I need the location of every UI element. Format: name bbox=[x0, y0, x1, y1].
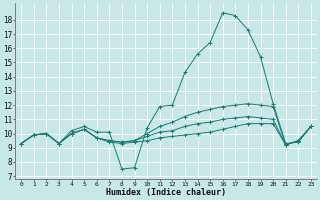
X-axis label: Humidex (Indice chaleur): Humidex (Indice chaleur) bbox=[106, 188, 226, 197]
